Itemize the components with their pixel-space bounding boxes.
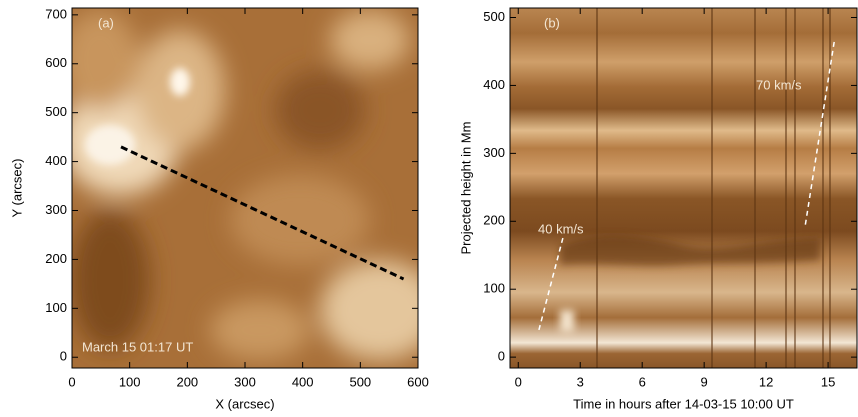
annotation: (b)	[544, 15, 560, 30]
dashed-line	[538, 234, 565, 331]
x-tick-label: 300	[234, 374, 256, 389]
frame	[509, 7, 858, 369]
y-tick-label: 400	[483, 77, 505, 92]
annotation: (a)	[98, 15, 114, 30]
y-axis-label: Projected height in Mm	[458, 122, 473, 255]
y-tick-label: 300	[45, 202, 67, 217]
y-tick-label: 600	[45, 55, 67, 70]
x-tick-label: 100	[119, 374, 141, 389]
x-axis-label: Time in hours after 14-03-15 10:00 UT	[573, 396, 794, 411]
solar-image	[72, 8, 418, 368]
x-tick-label: 200	[176, 374, 198, 389]
x-tick-label: 0	[515, 374, 522, 389]
time-distance-image	[510, 8, 857, 368]
x-tick-label: 500	[349, 374, 371, 389]
speed-label: 70 km/s	[756, 77, 802, 92]
x-tick-label: 6	[639, 374, 646, 389]
x-tick-label: 600	[407, 374, 429, 389]
x-tick-label: 0	[68, 374, 75, 389]
y-tick-label: 400	[45, 153, 67, 168]
x-tick-label: 400	[292, 374, 314, 389]
y-tick-label: 200	[45, 251, 67, 266]
y-tick-label: 500	[45, 104, 67, 119]
x-tick-label: 12	[759, 374, 773, 389]
y-tick-label: 200	[483, 213, 505, 228]
annotation: March 15 01:17 UT	[82, 339, 193, 354]
y-tick-label: 0	[60, 349, 67, 364]
y-tick-label: 500	[483, 9, 505, 24]
dashed-line	[120, 145, 405, 281]
y-axis-label: Y (arcsec)	[9, 159, 24, 218]
x-tick-label: 9	[701, 374, 708, 389]
speed-label: 40 km/s	[538, 221, 584, 236]
y-tick-label: 100	[45, 300, 67, 315]
dashed-line	[804, 41, 836, 225]
y-tick-label: 100	[483, 281, 505, 296]
y-tick-label: 0	[498, 349, 505, 364]
y-tick-label: 700	[45, 6, 67, 21]
x-tick-label: 3	[577, 374, 584, 389]
x-axis-label: X (arcsec)	[215, 396, 274, 411]
y-tick-label: 300	[483, 145, 505, 160]
x-tick-label: 15	[821, 374, 835, 389]
